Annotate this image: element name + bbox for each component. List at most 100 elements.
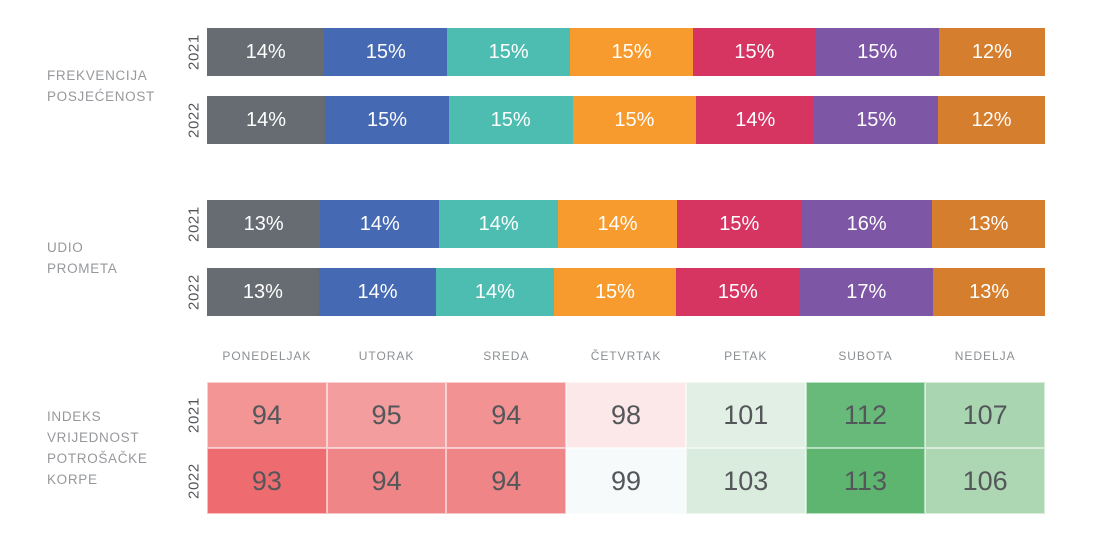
heatmap-cell-value: 95: [371, 399, 402, 430]
heatmap-cell-value: 93: [251, 465, 282, 496]
heatmap-cell-petak: 101: [685, 382, 806, 448]
heatmap-cell-value: 103: [723, 465, 769, 496]
bar-segment-value: 13%: [969, 280, 1010, 303]
heatmap-row: 2022 93 94 94 99 103 113 106: [181, 448, 1046, 514]
heatmap-cell-petak: 103: [685, 448, 806, 514]
heatmap-cell-sreda: 94: [446, 448, 567, 514]
section-udio-prometa: UDIO PROMETA 2021 13% 14% 14% 14% 15% 16% 13% 20…: [0, 200, 1116, 316]
bar-segment-value: 13%: [968, 212, 1009, 235]
bar-segment-value: 16%: [846, 212, 887, 235]
bar-segment-value: 15%: [365, 40, 406, 63]
bar-segment-value: 13%: [242, 280, 283, 303]
bar-segment-value: 15%: [857, 40, 898, 63]
bar-row: 2022 14% 15% 15% 15% 14% 15% 12%: [181, 96, 1046, 144]
heatmap-cell-value: 94: [371, 465, 402, 496]
bar-segment-četvrtak: 15%: [570, 28, 693, 76]
stacked-bar: 14% 15% 15% 15% 14% 15% 12%: [207, 96, 1046, 144]
heatmap-cell-value: 99: [610, 465, 642, 496]
bar-segment-utorak: 14%: [320, 200, 440, 248]
day-header-ponedeljak: PONEDELJAK: [222, 349, 312, 363]
heatmap-cell-utorak: 95: [326, 382, 447, 448]
section-title-udio-prometa: UDIO PROMETA: [47, 240, 118, 276]
bar-row: 2021 13% 14% 14% 14% 15% 16% 13%: [181, 200, 1045, 248]
stacked-bar: 13% 14% 14% 14% 15% 16% 13%: [207, 200, 1045, 248]
heatmap-cell-sreda: 94: [446, 382, 567, 448]
day-header-petak: PETAK: [724, 349, 768, 363]
heatmap-cell-value: 101: [723, 399, 769, 430]
bar-segment-utorak: 15%: [324, 28, 448, 76]
heatmap-rows: 2021 94 95 94 98 101 112 107 2022 93 94 94 99 103 113 1…: [181, 382, 1046, 514]
section-title-indeks: INDEKS VRIJEDNOST POTROŠAČKE KORPE: [47, 409, 148, 487]
bar-segment-value: 14%: [245, 40, 286, 63]
year-label: 2022: [185, 463, 203, 499]
heatmap-cell-nedelja: 107: [925, 382, 1046, 448]
day-header-utorak: UTORAK: [358, 349, 415, 363]
heatmap-cell-value: 107: [962, 399, 1008, 430]
bar-segment-value: 12%: [971, 40, 1012, 63]
bar-segment-value: 15%: [856, 108, 897, 131]
heatmap-cell-value: 113: [843, 465, 887, 496]
heatmap-cell-value: 112: [843, 399, 887, 430]
bar-segment-četvrtak: 15%: [572, 96, 697, 144]
day-header-row: PONEDELJAK UTORAK SREDA ČETVRTAK PETAK SUBOTA…: [207, 346, 1045, 366]
stacked-bar: 14% 15% 15% 15% 15% 15% 12%: [207, 28, 1046, 76]
bar-segment-value: 13%: [243, 212, 284, 235]
heatmap-cell-subota: 112: [805, 382, 926, 448]
bar-segment-value: 12%: [971, 108, 1012, 131]
year-label: 2021: [185, 34, 203, 70]
year-label: 2022: [185, 274, 203, 310]
bar-segment-petak: 15%: [677, 200, 802, 248]
heatmap-cell-value: 94: [491, 465, 522, 496]
bar-segment-četvrtak: 14%: [558, 200, 677, 248]
bar-segment-value: 15%: [719, 212, 760, 235]
heatmap-cells: 93 94 94 99 103 113 106: [207, 448, 1046, 514]
bar-segment-value: 15%: [488, 40, 529, 63]
heatmap-cell-value: 94: [491, 399, 522, 430]
bar-segment-value: 14%: [597, 212, 638, 235]
year-label: 2022: [185, 102, 203, 138]
bar-segment-value: 17%: [846, 280, 887, 303]
heatmap-cell-subota: 113: [805, 448, 926, 514]
section-title-frekvencija: FREKVENCIJA POSJEĆENOST: [47, 68, 155, 104]
heatmap-cell-value: 106: [962, 465, 1008, 496]
bar-segment-value: 14%: [359, 212, 400, 235]
bar-segment-nedelja: 13%: [933, 268, 1046, 316]
bar-segment-utorak: 15%: [325, 96, 449, 144]
bar-segment-nedelja: 13%: [931, 200, 1045, 248]
bar-segment-subota: 17%: [799, 268, 934, 316]
bar-segment-sreda: 14%: [439, 200, 559, 248]
heatmap-cell-value: 94: [251, 399, 282, 430]
bar-segment-petak: 15%: [676, 268, 800, 316]
bar-segment-value: 15%: [594, 280, 635, 303]
bar-segment-petak: 15%: [692, 28, 816, 76]
bar-segment-value: 15%: [611, 40, 652, 63]
stacked-bar: 13% 14% 14% 15% 15% 17% 13%: [207, 268, 1046, 316]
indeks-heatmap: PONEDELJAK UTORAK SREDA ČETVRTAK PETAK SUBOTA…: [181, 346, 1046, 514]
bar-segment-sreda: 14%: [436, 268, 554, 316]
bar-segment-subota: 15%: [815, 28, 939, 76]
heatmap-cell-nedelja: 106: [925, 448, 1046, 514]
bar-segment-petak: 14%: [696, 96, 815, 144]
bar-segment-ponedeljak: 14%: [207, 28, 325, 76]
frekvencija-bar-rows: 2021 14% 15% 15% 15% 15% 15% 12% 2022 14% 15% 15% 15…: [181, 28, 1046, 144]
bar-segment-utorak: 14%: [318, 268, 437, 316]
bar-segment-value: 15%: [490, 108, 531, 131]
bar-row: 2022 13% 14% 14% 15% 15% 17% 13%: [181, 268, 1046, 316]
udio-bar-rows: 2021 13% 14% 14% 14% 15% 16% 13% 2022 13% 14% 14% 15…: [181, 200, 1046, 316]
day-header-četvrtak: ČETVRTAK: [590, 349, 662, 363]
heatmap-cells: 94 95 94 98 101 112 107: [207, 382, 1046, 448]
bar-segment-subota: 15%: [814, 96, 939, 144]
bar-segment-value: 15%: [366, 108, 407, 131]
day-header-subota: SUBOTA: [838, 349, 893, 363]
bar-row: 2021 14% 15% 15% 15% 15% 15% 12%: [181, 28, 1046, 76]
heatmap-cell-ponedeljak: 94: [207, 382, 327, 448]
heatmap-cell-utorak: 94: [326, 448, 447, 514]
day-header-nedelja: NEDELJA: [954, 349, 1016, 363]
bar-segment-subota: 16%: [801, 200, 932, 248]
bar-segment-nedelja: 12%: [938, 28, 1046, 76]
bar-segment-value: 15%: [717, 280, 758, 303]
bar-segment-value: 14%: [357, 280, 398, 303]
section-indeks-vrijednost: INDEKS VRIJEDNOST POTROŠAČKE KORPE PONED…: [0, 346, 1116, 514]
heatmap-cell-value: 98: [610, 399, 642, 430]
